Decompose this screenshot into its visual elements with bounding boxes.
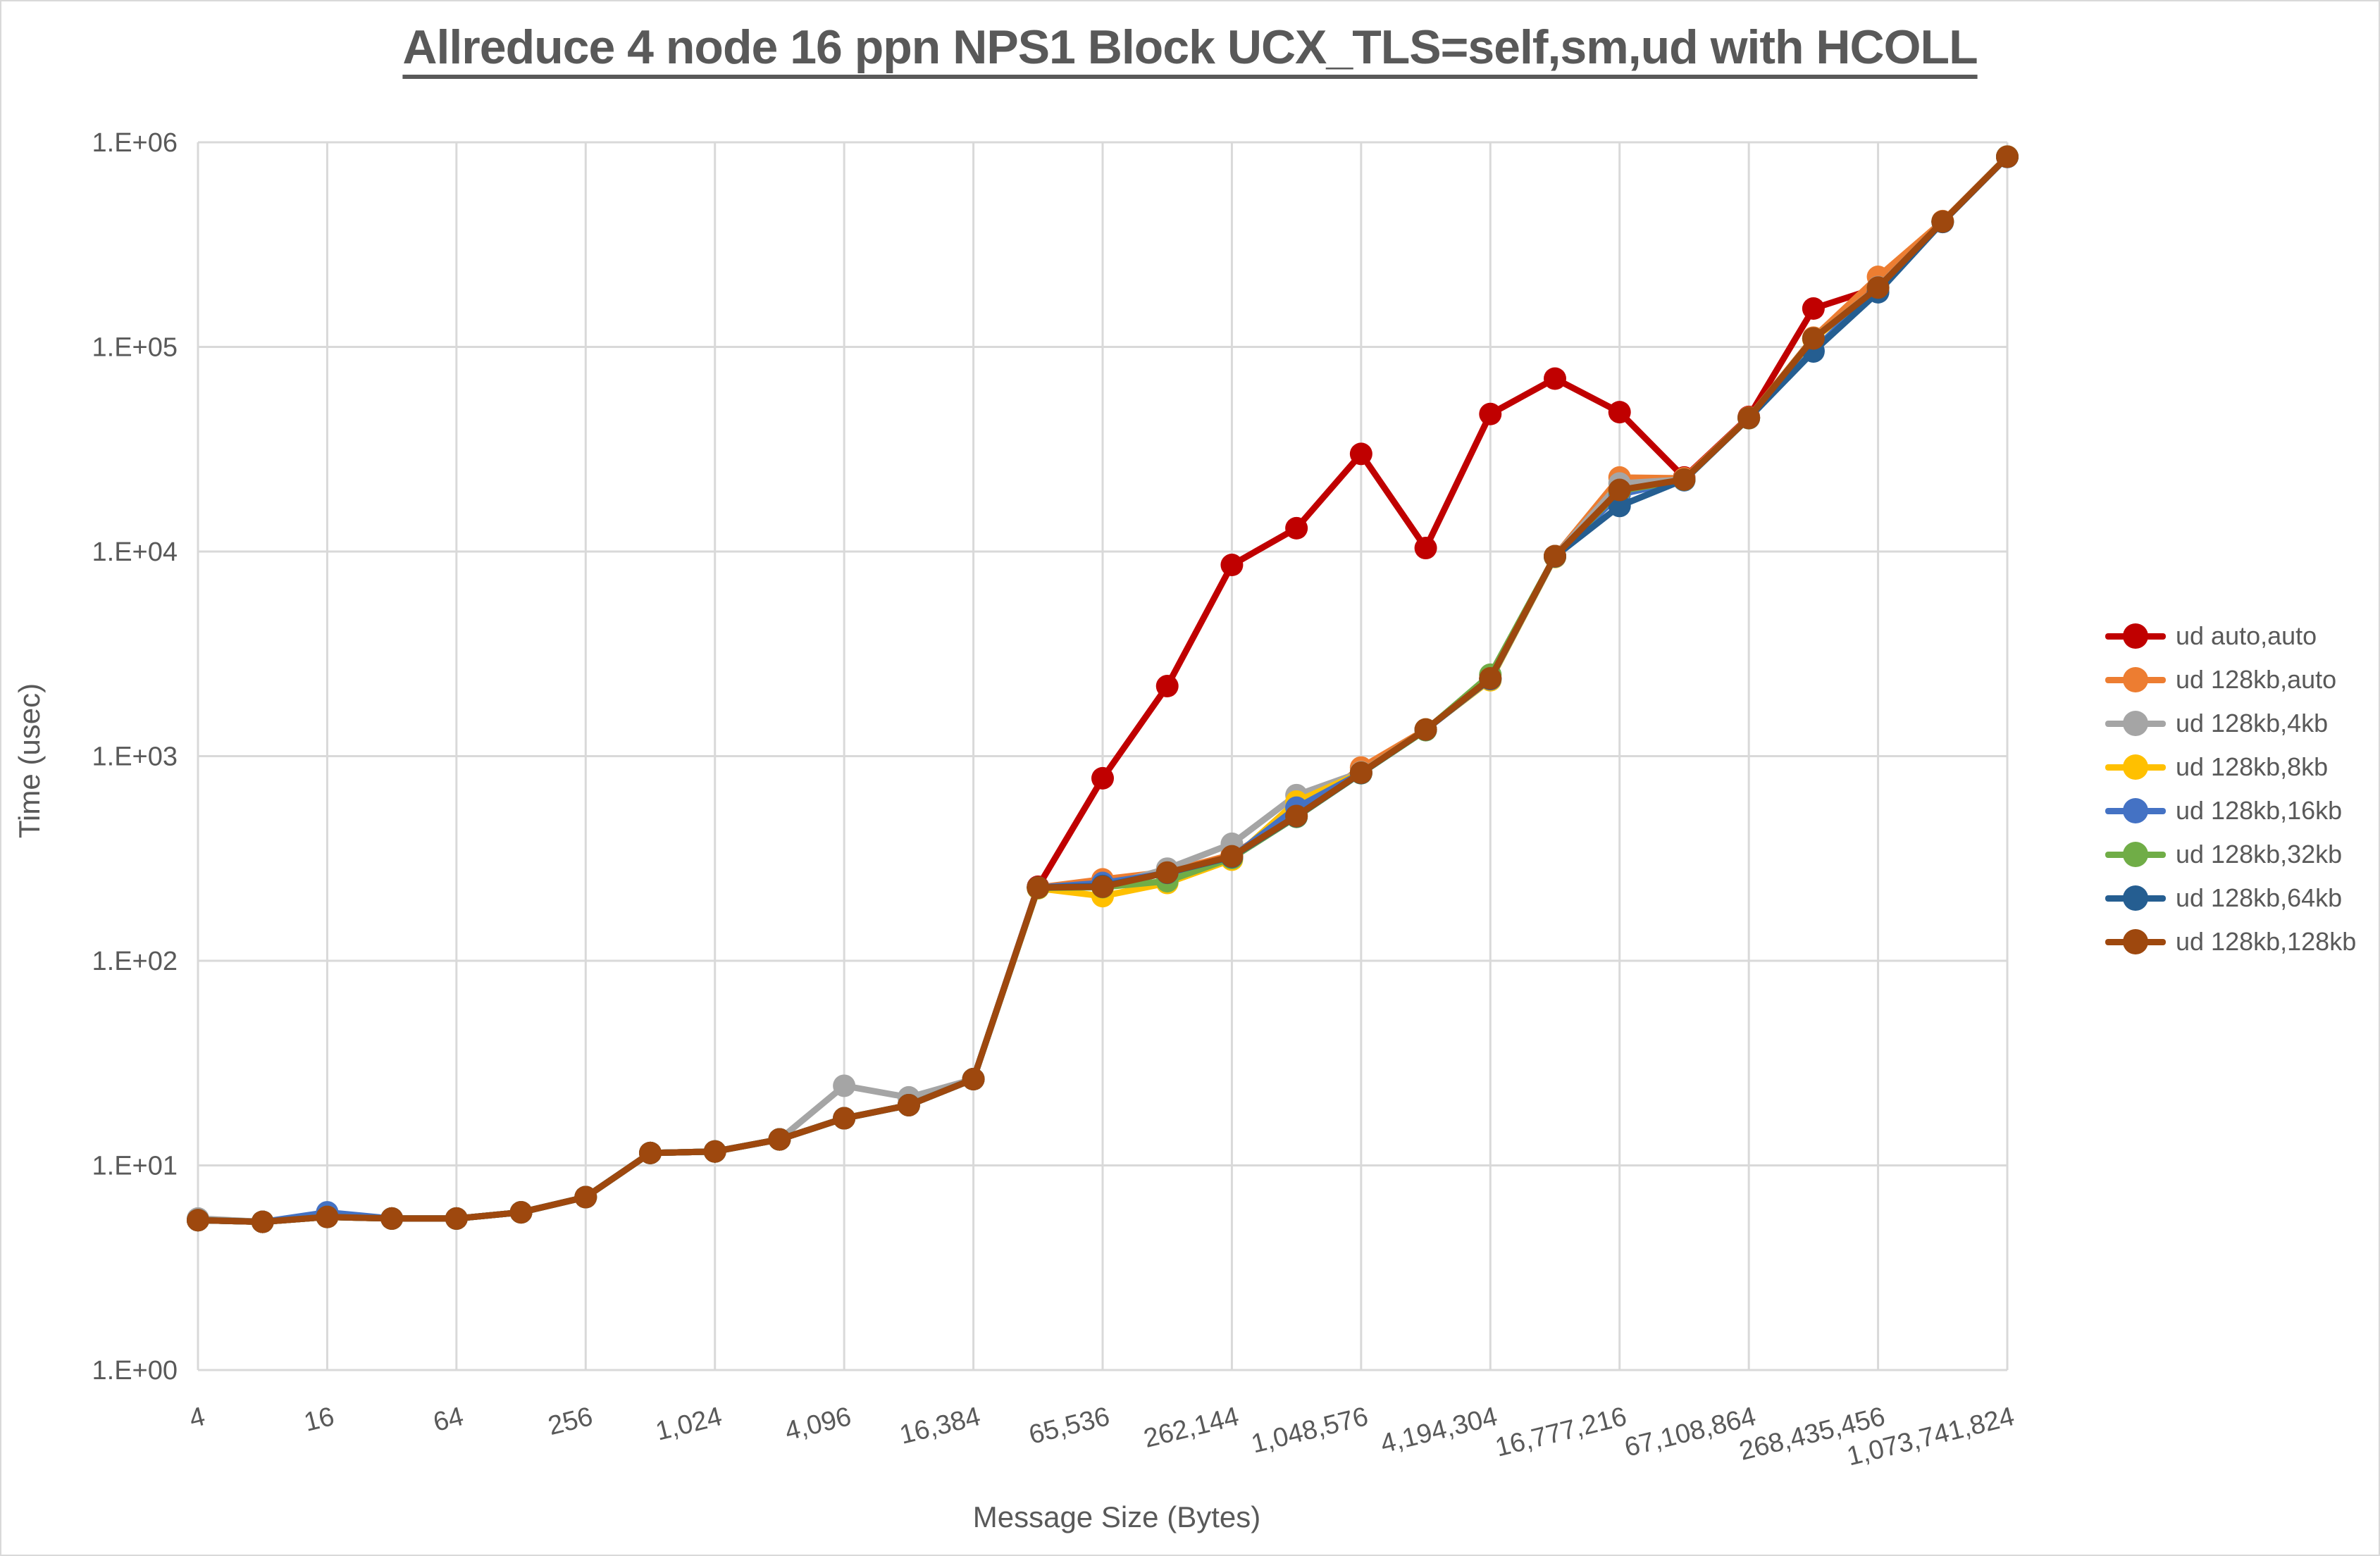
gridlines: [197, 141, 2009, 1371]
data-point: [962, 1068, 985, 1091]
data-point: [1414, 718, 1437, 741]
data-point: [1091, 875, 1114, 898]
x-tick-label: 4,096: [782, 1402, 854, 1447]
data-point: [703, 1140, 726, 1163]
data-point: [1544, 367, 1566, 390]
legend-marker-icon: [2105, 851, 2166, 858]
x-tick-label: 1,024: [652, 1402, 724, 1447]
x-tick-label: 16,777,216: [1492, 1402, 1630, 1463]
series-ud-128kb-128kb: [187, 145, 2019, 1233]
legend-item: ud 128kb,8kb: [2105, 745, 2356, 789]
data-point: [1737, 406, 1761, 430]
legend-label: ud 128kb,4kb: [2176, 709, 2329, 737]
data-point: [1673, 468, 1696, 491]
chart-title: Allreduce 4 node 16 ppn NPS1 Block UCX_T…: [402, 20, 1978, 74]
legend-item: ud 128kb,16kb: [2105, 789, 2356, 833]
legend-label: ud 128kb,16kb: [2176, 796, 2343, 825]
data-point: [1479, 402, 1502, 425]
data-point: [380, 1207, 404, 1230]
data-point: [1220, 554, 1244, 577]
legend-marker-icon: [2105, 807, 2166, 814]
y-tick-label: 1.E+03: [92, 742, 178, 772]
x-tick-label: 16: [301, 1402, 337, 1438]
data-point: [768, 1128, 791, 1151]
x-tick-label: 4,194,304: [1377, 1402, 1500, 1459]
y-tick-label: 1.E+06: [92, 128, 178, 158]
data-point: [1027, 876, 1050, 900]
x-tick-label: 65,536: [1026, 1402, 1112, 1450]
data-point: [1866, 276, 1890, 299]
data-point: [1802, 297, 1825, 320]
y-tick-label: 1.E+00: [92, 1356, 178, 1386]
x-tick-label: 4: [187, 1402, 209, 1434]
data-point: [1544, 544, 1566, 568]
data-point: [574, 1185, 597, 1209]
y-tick-label: 1.E+01: [92, 1152, 178, 1181]
legend-marker-icon: [2105, 938, 2166, 945]
data-point: [1091, 766, 1114, 790]
legend-label: ud 128kb,128kb: [2176, 927, 2357, 956]
legend-item: ud auto,auto: [2105, 614, 2356, 658]
legend-marker-icon: [2105, 676, 2166, 683]
legend-label: ud 128kb,auto: [2176, 665, 2337, 694]
x-axis-title: Message Size (Bytes): [972, 1500, 1261, 1533]
legend-item: ud 128kb,4kb: [2105, 702, 2356, 745]
data-point: [187, 1209, 209, 1232]
x-tick-label: 64: [430, 1402, 466, 1438]
legend-marker-icon: [2105, 720, 2166, 727]
legend-item: ud 128kb,auto: [2105, 658, 2356, 702]
legend-item: ud 128kb,128kb: [2105, 920, 2356, 964]
data-point: [1220, 845, 1244, 868]
y-axis-title: Time (usec): [13, 683, 46, 839]
legend-marker-icon: [2105, 895, 2166, 902]
legend-marker-icon: [2105, 633, 2166, 640]
data-point: [1479, 667, 1502, 690]
legend-label: ud auto,auto: [2176, 621, 2317, 650]
legend-item: ud 128kb,32kb: [2105, 833, 2356, 876]
data-point: [833, 1107, 856, 1130]
x-tick-label: 67,108,864: [1622, 1402, 1759, 1463]
y-tick-label: 1.E+04: [92, 537, 178, 567]
data-point: [1931, 210, 1954, 233]
y-tick-label: 1.E+05: [92, 333, 178, 363]
data-point: [639, 1141, 662, 1164]
legend-label: ud 128kb,8kb: [2176, 752, 2329, 781]
data-point: [1285, 516, 1308, 540]
data-point: [833, 1074, 856, 1097]
x-tick-label: 16,384: [897, 1402, 984, 1450]
data-point: [1608, 494, 1631, 518]
data-point: [1349, 761, 1372, 785]
data-point: [1285, 804, 1308, 828]
y-tick-label: 1.E+02: [92, 947, 178, 976]
data-point: [1155, 675, 1179, 698]
x-tick-label: 256: [545, 1402, 596, 1441]
legend-item: ud 128kb,64kb: [2105, 876, 2356, 920]
data-point: [445, 1207, 468, 1230]
data-point: [1349, 442, 1372, 466]
legend-label: ud 128kb,32kb: [2176, 840, 2343, 869]
x-tick-label: 262,144: [1141, 1402, 1241, 1454]
data-point: [897, 1093, 920, 1116]
data-point: [1608, 401, 1631, 424]
data-point: [1802, 327, 1825, 350]
data-point: [509, 1201, 533, 1224]
legend: ud auto,auto ud 128kb,auto ud 128kb,4kb ud …: [2105, 614, 2356, 964]
data-point: [316, 1205, 339, 1228]
data-point: [251, 1210, 274, 1233]
data-point: [1414, 537, 1437, 560]
legend-marker-icon: [2105, 764, 2166, 771]
x-tick-label: 1,048,576: [1248, 1402, 1371, 1459]
data-point: [1155, 861, 1179, 884]
data-point: [1996, 145, 2019, 168]
x-tick-labels: 4 16 64 256 1,024 4,096 16,384 65,536 262,144 1,0…: [187, 1402, 2018, 1472]
data-point: [1608, 478, 1631, 502]
legend-label: ud 128kb,64kb: [2176, 883, 2343, 912]
y-tick-labels: 1.E+00 1.E+01 1.E+02 1.E+03 1.E+04 1.E+05 1.E+…: [92, 128, 178, 1386]
